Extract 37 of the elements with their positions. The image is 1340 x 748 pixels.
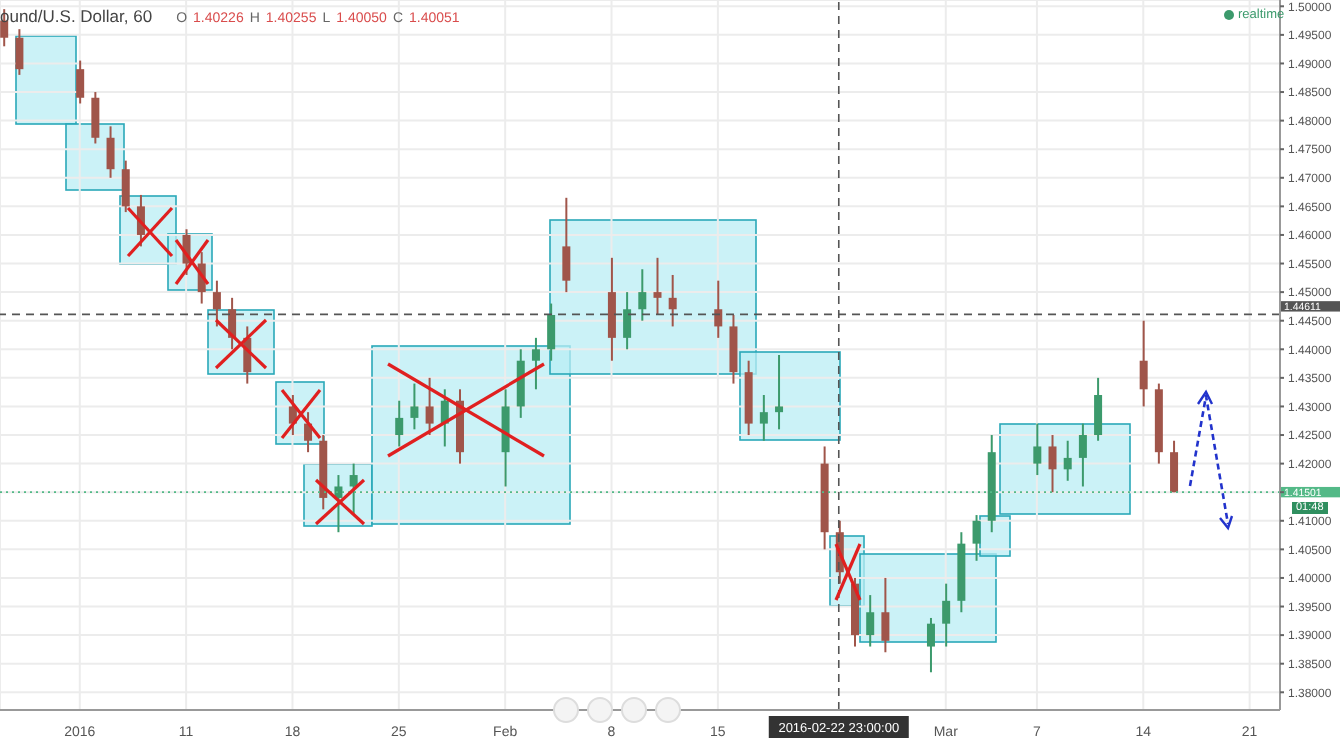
- candlestick: [1033, 422, 1042, 477]
- candlestick: [516, 348, 525, 419]
- candlestick: [607, 256, 616, 362]
- candlestick: [15, 28, 24, 76]
- candlestick: [1094, 376, 1103, 442]
- candlestick: [623, 291, 632, 351]
- candlestick: [668, 273, 677, 328]
- candlestick: [1139, 319, 1148, 408]
- candlestick: [547, 302, 556, 362]
- candlestick: [395, 399, 404, 448]
- candlestick: [942, 582, 951, 648]
- candlestick: [531, 336, 540, 391]
- candlestick: [1170, 439, 1179, 494]
- candlestick: [881, 576, 890, 654]
- candlestick: [866, 594, 875, 648]
- candlestick: [91, 91, 100, 145]
- candlestick: [653, 256, 662, 316]
- candlestick: [76, 59, 85, 105]
- candlestick: [562, 196, 571, 294]
- candlestick: [775, 354, 784, 431]
- candlestick: [106, 125, 115, 179]
- candlestick: [334, 474, 343, 534]
- candlestick: [638, 268, 647, 322]
- candlestick: [1063, 439, 1072, 482]
- candlestick: [1078, 422, 1087, 488]
- candlestick: [212, 279, 221, 328]
- candlestick: [714, 279, 723, 339]
- candlestick: [972, 514, 981, 562]
- candlestick: [501, 388, 510, 488]
- candlestick: [349, 462, 358, 517]
- candlestick: [121, 159, 130, 214]
- candlestick: [410, 382, 419, 431]
- candlestick: [425, 376, 434, 437]
- candlestick: [926, 616, 935, 674]
- candlestick: [1048, 434, 1057, 494]
- candlestick: [759, 394, 768, 442]
- candlestick: [729, 313, 738, 385]
